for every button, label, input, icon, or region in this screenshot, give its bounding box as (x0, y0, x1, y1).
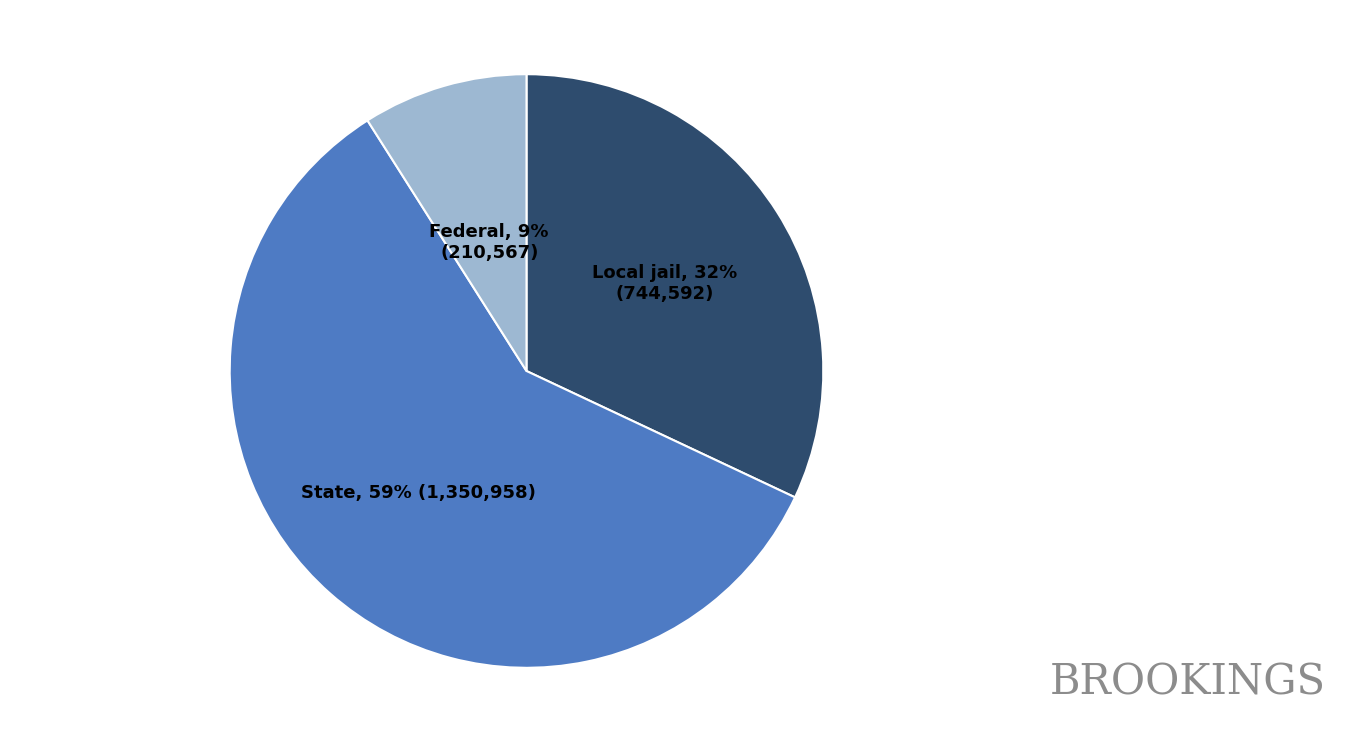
Text: Federal, 9%
(210,567): Federal, 9% (210,567) (429, 223, 549, 262)
Wedge shape (230, 120, 795, 668)
Wedge shape (526, 74, 824, 497)
Text: BROOKINGS: BROOKINGS (1050, 662, 1326, 703)
Text: State, 59% (1,350,958): State, 59% (1,350,958) (301, 485, 536, 502)
Text: Local jail, 32%
(744,592): Local jail, 32% (744,592) (591, 264, 737, 303)
Wedge shape (367, 74, 526, 371)
